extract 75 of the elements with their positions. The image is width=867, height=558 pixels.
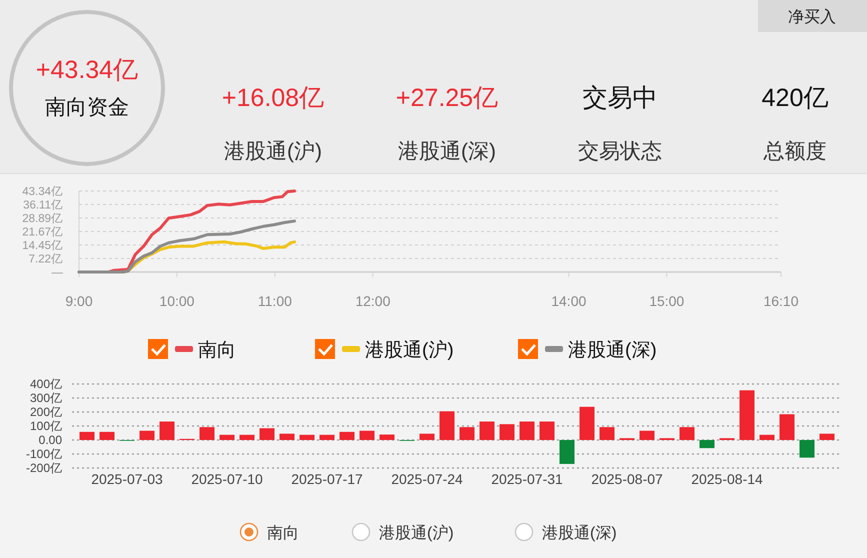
y-tick-label: -200亿 bbox=[26, 461, 62, 475]
x-tick-label: 10:00 bbox=[159, 293, 195, 309]
bar bbox=[440, 411, 454, 440]
text: +43.34亿 bbox=[36, 56, 138, 84]
x-tick-label: 9:00 bbox=[65, 293, 93, 309]
bar bbox=[540, 422, 554, 440]
bar bbox=[220, 434, 234, 440]
x-tick-label: 12:00 bbox=[355, 293, 391, 309]
x-tick-label: 2025-07-17 bbox=[291, 471, 364, 487]
bar bbox=[200, 427, 214, 440]
bar bbox=[460, 427, 474, 440]
category-label: 总额度 bbox=[762, 140, 826, 163]
bar bbox=[740, 390, 754, 440]
bar bbox=[420, 434, 434, 440]
line-series bbox=[78, 220, 296, 274]
bar bbox=[600, 427, 614, 440]
bar bbox=[560, 440, 574, 464]
y-tick-label: 43.34亿 bbox=[22, 185, 63, 198]
y-tick-label: 36.11亿 bbox=[23, 198, 63, 212]
bar bbox=[360, 430, 374, 440]
x-tick-label: 2025-07-24 bbox=[391, 471, 464, 487]
bar bbox=[240, 434, 254, 440]
category-label: 港股通(沪) bbox=[224, 140, 322, 163]
x-tick-label: 15:00 bbox=[649, 293, 684, 309]
x-tick-label: 14:00 bbox=[551, 293, 586, 309]
legend-label: 港股通(深) bbox=[568, 340, 657, 361]
y-tick-label: 21.67亿 bbox=[22, 226, 63, 238]
y-tick-label: 0.00 bbox=[38, 433, 62, 447]
x-tick-label: 16:10 bbox=[763, 293, 799, 309]
bar bbox=[760, 434, 774, 440]
bar bbox=[280, 434, 294, 440]
text: 交易中 bbox=[582, 84, 658, 112]
bar bbox=[140, 430, 154, 440]
y-tick-label: 300亿 bbox=[30, 391, 62, 405]
bar bbox=[780, 414, 794, 440]
text: +16.08亿 bbox=[222, 84, 324, 112]
x-tick-label: 2025-07-10 bbox=[191, 471, 264, 487]
bar bbox=[300, 434, 314, 440]
bar bbox=[480, 422, 494, 440]
bar bbox=[260, 428, 274, 440]
y-tick-label: 400亿 bbox=[30, 377, 62, 391]
y-tick-label: 28.89亿 bbox=[22, 212, 63, 226]
legend-label: 港股通(沪) bbox=[365, 339, 454, 361]
category-label: 交易状态 bbox=[578, 140, 662, 163]
x-tick-label: 2025-07-31 bbox=[491, 471, 564, 487]
category-label: 港股通(深) bbox=[398, 140, 496, 163]
x-tick-label: 11:00 bbox=[258, 293, 292, 309]
y-tick-label: -100亿 bbox=[26, 447, 62, 461]
text: +27.25亿 bbox=[396, 84, 498, 112]
bar bbox=[380, 434, 394, 440]
bar bbox=[80, 432, 94, 440]
y-tick-label: — bbox=[52, 267, 64, 279]
bar bbox=[340, 432, 354, 440]
x-tick-label: 2025-08-14 bbox=[691, 471, 764, 487]
x-tick-label: 2025-07-03 bbox=[91, 471, 164, 487]
bar bbox=[820, 434, 834, 440]
legend-label: 南向 bbox=[198, 340, 236, 361]
y-tick-label: 200亿 bbox=[30, 405, 62, 419]
bar bbox=[580, 406, 594, 440]
bar bbox=[800, 440, 814, 458]
bar bbox=[640, 430, 654, 440]
bar bbox=[520, 422, 534, 440]
text: 420亿 bbox=[762, 84, 828, 112]
bar bbox=[160, 422, 174, 440]
x-tick-label: 2025-08-07 bbox=[591, 471, 664, 487]
bar bbox=[700, 440, 714, 448]
y-tick-label: 100亿 bbox=[30, 419, 62, 433]
y-tick-label: 7.22亿 bbox=[28, 252, 63, 266]
text: 净买入 bbox=[788, 8, 836, 26]
bar bbox=[320, 434, 334, 440]
bar bbox=[100, 432, 114, 440]
bar bbox=[500, 424, 514, 440]
bar bbox=[680, 427, 694, 440]
y-tick-label: 14.45亿 bbox=[22, 238, 63, 252]
category-label: 南向资金 bbox=[45, 96, 129, 119]
